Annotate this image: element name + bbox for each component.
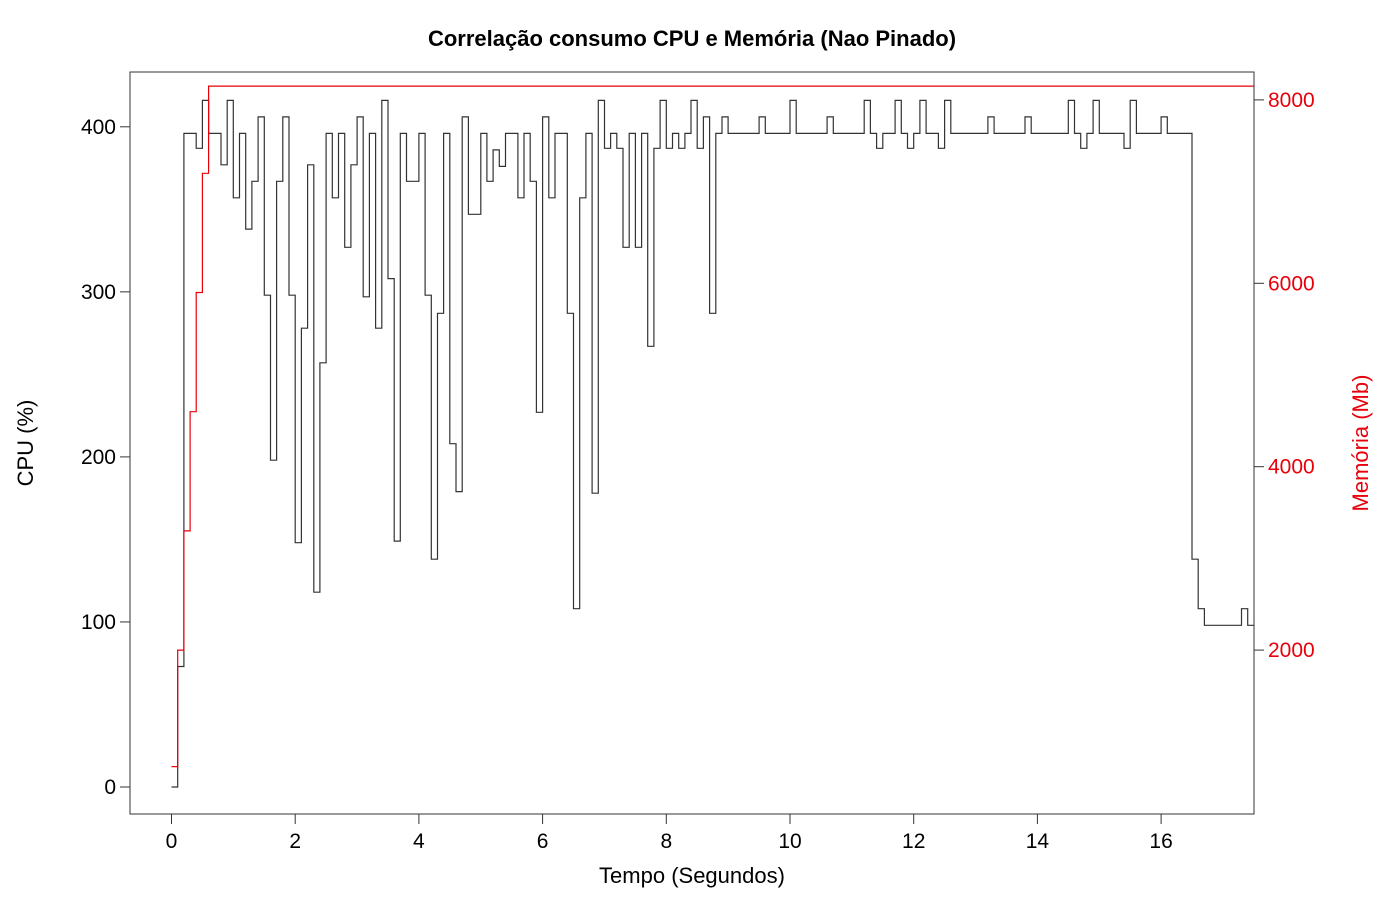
x-tick-label: 0 [166, 830, 178, 853]
y2-tick-label: 8000 [1268, 89, 1315, 112]
y2-tick-label: 6000 [1268, 272, 1315, 295]
x-axis: 0 2 4 6 8 10 12 14 16 [166, 814, 1173, 853]
y2-axis-label: Memória (Mb) [1348, 375, 1373, 512]
x-tick-label: 2 [289, 830, 301, 853]
x-tick-label: 8 [660, 830, 672, 853]
memory-series-line [171, 85, 1254, 768]
y-tick-label: 200 [81, 446, 116, 469]
y-axis-left: 0 100 200 300 400 [81, 116, 130, 799]
x-tick-label: 12 [902, 830, 925, 853]
x-tick-label: 4 [413, 830, 425, 853]
x-tick-label: 16 [1149, 830, 1172, 853]
y-tick-label: 400 [81, 116, 116, 139]
x-tick-label: 14 [1026, 830, 1050, 853]
y2-tick-label: 2000 [1268, 639, 1315, 662]
y2-tick-label: 4000 [1268, 456, 1315, 479]
plot-frame [129, 71, 1255, 815]
y-axis-label: CPU (%) [13, 400, 38, 487]
x-tick-label: 6 [537, 830, 549, 853]
y-axis-right: 2000 4000 6000 8000 [1254, 89, 1315, 662]
x-axis-label: Tempo (Segundos) [599, 863, 785, 888]
cpu-series-line [171, 99, 1254, 788]
chart-title: Correlação consumo CPU e Memória (Nao Pi… [428, 26, 956, 51]
series-layer [171, 85, 1254, 788]
y-tick-label: 100 [81, 611, 116, 634]
y-tick-label: 0 [104, 776, 116, 799]
x-tick-label: 10 [778, 830, 801, 853]
y-tick-label: 300 [81, 281, 116, 304]
